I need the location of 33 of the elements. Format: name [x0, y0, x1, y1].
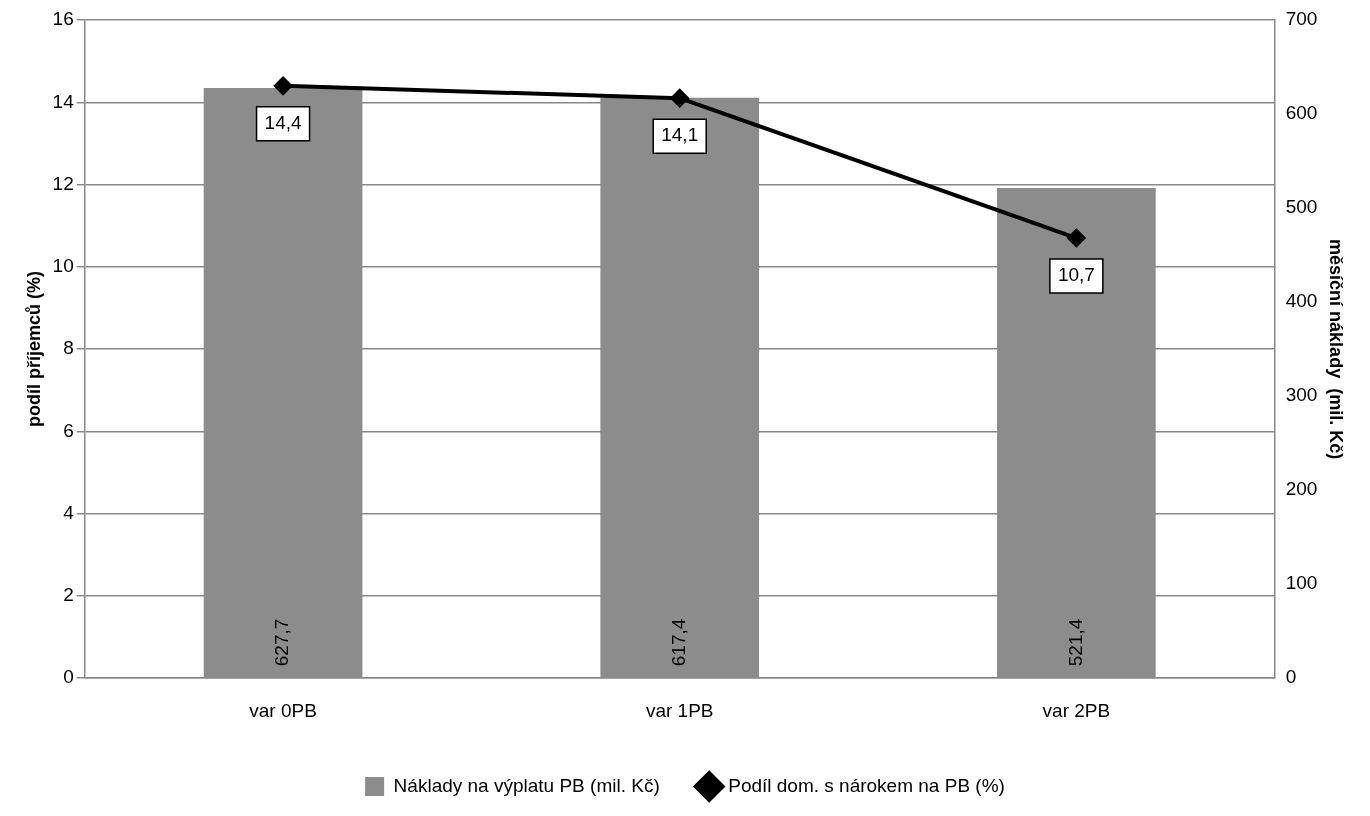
y2-tick-label: 700 — [1285, 8, 1318, 30]
y-tick-label: 2 — [63, 584, 74, 606]
y2-tick-label: 400 — [1285, 290, 1318, 312]
y2-tick-label: 500 — [1285, 196, 1318, 218]
y2-axis-title: měsíční náklady (mil. Kč) — [1326, 239, 1347, 460]
x-tick-label: var 0PB — [249, 699, 317, 721]
y2-tick-label: 0 — [1285, 666, 1297, 688]
y-tick-label: 4 — [63, 501, 75, 523]
legend-label: Podíl dom. s nárokem na PB (%) — [728, 774, 1005, 796]
y2-tick-label: 100 — [1285, 572, 1318, 594]
y-tick-label: 8 — [63, 337, 74, 359]
data-label: 521,4 — [1064, 618, 1086, 667]
point — [670, 89, 689, 108]
data-label: 617,4 — [667, 618, 689, 667]
y-tick-label: 12 — [52, 172, 74, 194]
y-tick-label: 16 — [52, 8, 74, 30]
y-axis-title: podíl příjemců (%) — [23, 271, 44, 428]
data-label: 14,1 — [661, 124, 699, 146]
data-label: 10,7 — [1057, 264, 1095, 286]
data-label: 627,7 — [271, 618, 293, 667]
y-tick-label: 14 — [52, 90, 75, 112]
y2-tick-label: 200 — [1285, 478, 1318, 500]
y-tick-label: 0 — [63, 666, 74, 688]
y2-tick-label: 600 — [1285, 102, 1318, 124]
y2-tick-label: 300 — [1285, 384, 1318, 406]
x-tick-label: var 1PB — [645, 699, 714, 721]
y-tick-label: 6 — [63, 419, 74, 441]
point — [274, 76, 293, 95]
data-label: 14,4 — [264, 112, 302, 134]
x-tick-label: var 2PB — [1042, 699, 1111, 721]
legend-label: Náklady na výplatu PB (mil. Kč) — [393, 774, 660, 796]
y-tick-label: 10 — [52, 255, 74, 277]
point — [1067, 229, 1086, 248]
